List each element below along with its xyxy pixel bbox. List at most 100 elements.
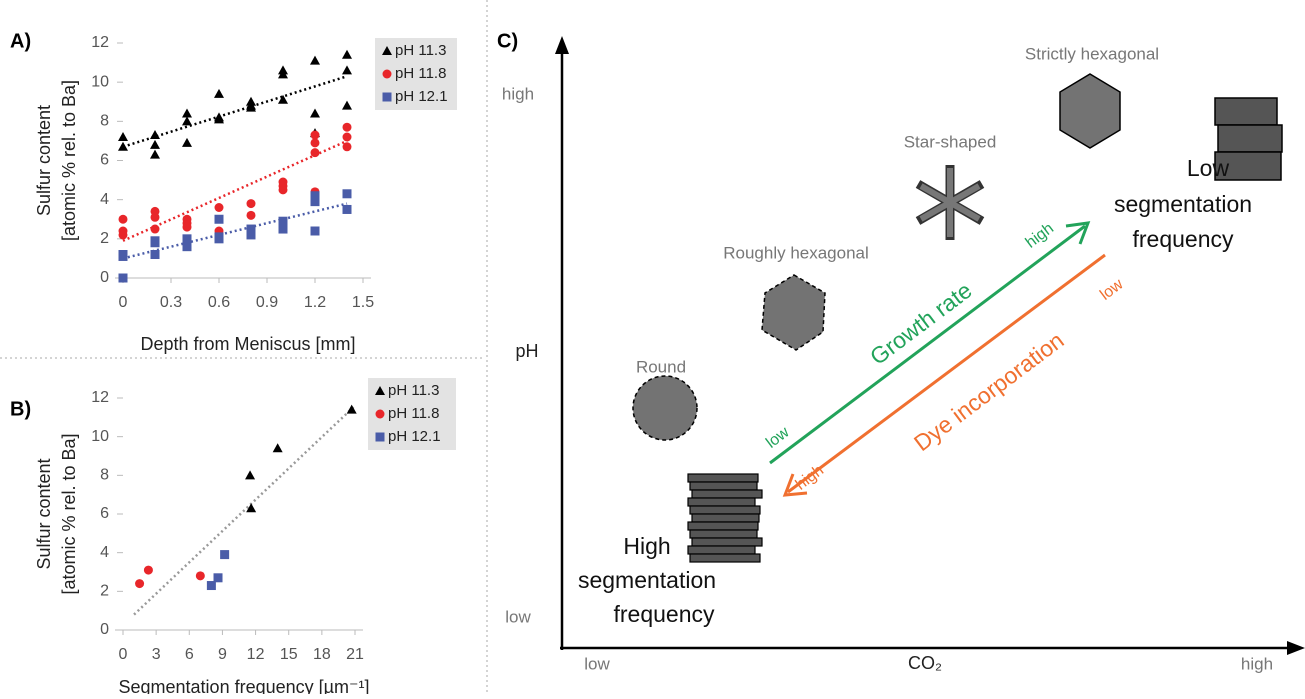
- y-tick-label: 6: [100, 152, 109, 169]
- y-tick-label: 10: [91, 428, 109, 445]
- x-high: high: [1241, 654, 1273, 673]
- marker: [311, 148, 320, 157]
- y-axis-label: [atomic % rel. to Ba]: [59, 80, 79, 241]
- shape-label: Round: [636, 357, 686, 376]
- marker: [182, 138, 192, 147]
- y-low: low: [505, 607, 531, 626]
- legend-label: pH 11.8: [395, 65, 446, 82]
- segment: [692, 538, 762, 546]
- marker: [247, 199, 256, 208]
- marker: [247, 211, 256, 220]
- marker: [310, 56, 320, 65]
- marker: [118, 132, 128, 141]
- x-tick-label: 18: [313, 646, 331, 663]
- marker: [183, 242, 192, 251]
- legend-label: pH 11.3: [395, 42, 446, 59]
- x-tick-label: 1.2: [304, 294, 326, 311]
- arrow-label: Growth rate: [865, 277, 977, 370]
- y-tick-label: 8: [100, 113, 109, 130]
- marker: [119, 230, 128, 239]
- marker: [151, 250, 160, 259]
- marker: [311, 138, 320, 147]
- marker: [247, 230, 256, 239]
- x-tick-label: 15: [280, 646, 298, 663]
- marker: [119, 252, 128, 261]
- marker: [215, 215, 224, 224]
- x-tick-label: 12: [247, 646, 265, 663]
- marker: [279, 185, 288, 194]
- marker: [150, 150, 160, 159]
- legend-marker: [376, 433, 385, 442]
- segment: [692, 490, 762, 498]
- legend-marker: [383, 70, 392, 79]
- legend-label: pH 12.1: [395, 88, 448, 105]
- y-tick-label: 0: [100, 269, 109, 286]
- marker: [215, 234, 224, 243]
- arrow-end: high: [1023, 220, 1057, 252]
- y-tick-label: 8: [100, 467, 109, 484]
- marker: [343, 189, 352, 198]
- segment: [688, 498, 755, 506]
- panel-label: B): [10, 398, 31, 420]
- x-tick-label: 9: [218, 646, 227, 663]
- y-tick-label: 10: [91, 73, 109, 90]
- segment: [690, 554, 760, 562]
- marker: [311, 197, 320, 206]
- y-tick-label: 2: [100, 230, 109, 247]
- segment: [690, 482, 757, 490]
- segment: [688, 546, 755, 554]
- panel-label: A): [10, 30, 31, 52]
- x-axis-label: Segmentation frequency [µm⁻¹]: [119, 677, 370, 694]
- y-tick-label: 6: [100, 505, 109, 522]
- arrow-end: low: [1097, 275, 1127, 303]
- x-tick-label: 0: [119, 294, 128, 311]
- shape-label: Star-shaped: [904, 132, 997, 151]
- y-axis-label: [atomic % rel. to Ba]: [59, 433, 79, 594]
- marker: [343, 142, 352, 151]
- x-tick-label: 1.5: [352, 294, 374, 311]
- marker: [151, 238, 160, 247]
- marker: [347, 405, 357, 414]
- marker: [310, 109, 320, 118]
- y-high: high: [502, 84, 534, 103]
- shape-label: Strictly hexagonal: [1025, 44, 1159, 63]
- marker: [183, 223, 192, 232]
- x-tick-label: 21: [346, 646, 364, 663]
- hexagon: [1060, 74, 1120, 148]
- legend-marker: [383, 93, 392, 102]
- segment: [690, 506, 760, 514]
- marker: [343, 133, 352, 142]
- marker: [150, 140, 160, 149]
- x-axis-label: Depth from Meniscus [mm]: [140, 334, 355, 354]
- segment: [688, 474, 758, 482]
- marker: [119, 215, 128, 224]
- y-tick-label: 12: [91, 389, 109, 406]
- marker: [135, 579, 144, 588]
- marker: [151, 213, 160, 222]
- segmentation-label: segmentation: [578, 567, 716, 593]
- y-tick-label: 12: [91, 34, 109, 51]
- marker: [151, 225, 160, 234]
- x-tick-label: 0.9: [256, 294, 278, 311]
- x-tick-label: 6: [185, 646, 194, 663]
- panel-label: C): [497, 30, 518, 52]
- marker: [214, 89, 224, 98]
- x-tick-label: 0.6: [208, 294, 230, 311]
- y-tick-label: 4: [100, 544, 109, 561]
- marker: [343, 123, 352, 132]
- marker: [343, 205, 352, 214]
- marker: [279, 225, 288, 234]
- marker: [207, 581, 216, 590]
- figure: C) pH high low CO₂ low high Strictly hex…: [0, 0, 1305, 694]
- arrowhead: [555, 36, 569, 54]
- marker: [273, 443, 283, 452]
- x-low: low: [584, 654, 610, 673]
- y-axis-label: pH: [515, 341, 538, 361]
- x-axis-label: CO₂: [908, 653, 942, 673]
- marker: [144, 566, 153, 575]
- shape-label: Roughly hexagonal: [723, 243, 869, 262]
- marker: [150, 130, 160, 139]
- crystal-stack: [688, 474, 762, 562]
- marker: [342, 50, 352, 59]
- legend-label: pH 12.1: [388, 428, 441, 445]
